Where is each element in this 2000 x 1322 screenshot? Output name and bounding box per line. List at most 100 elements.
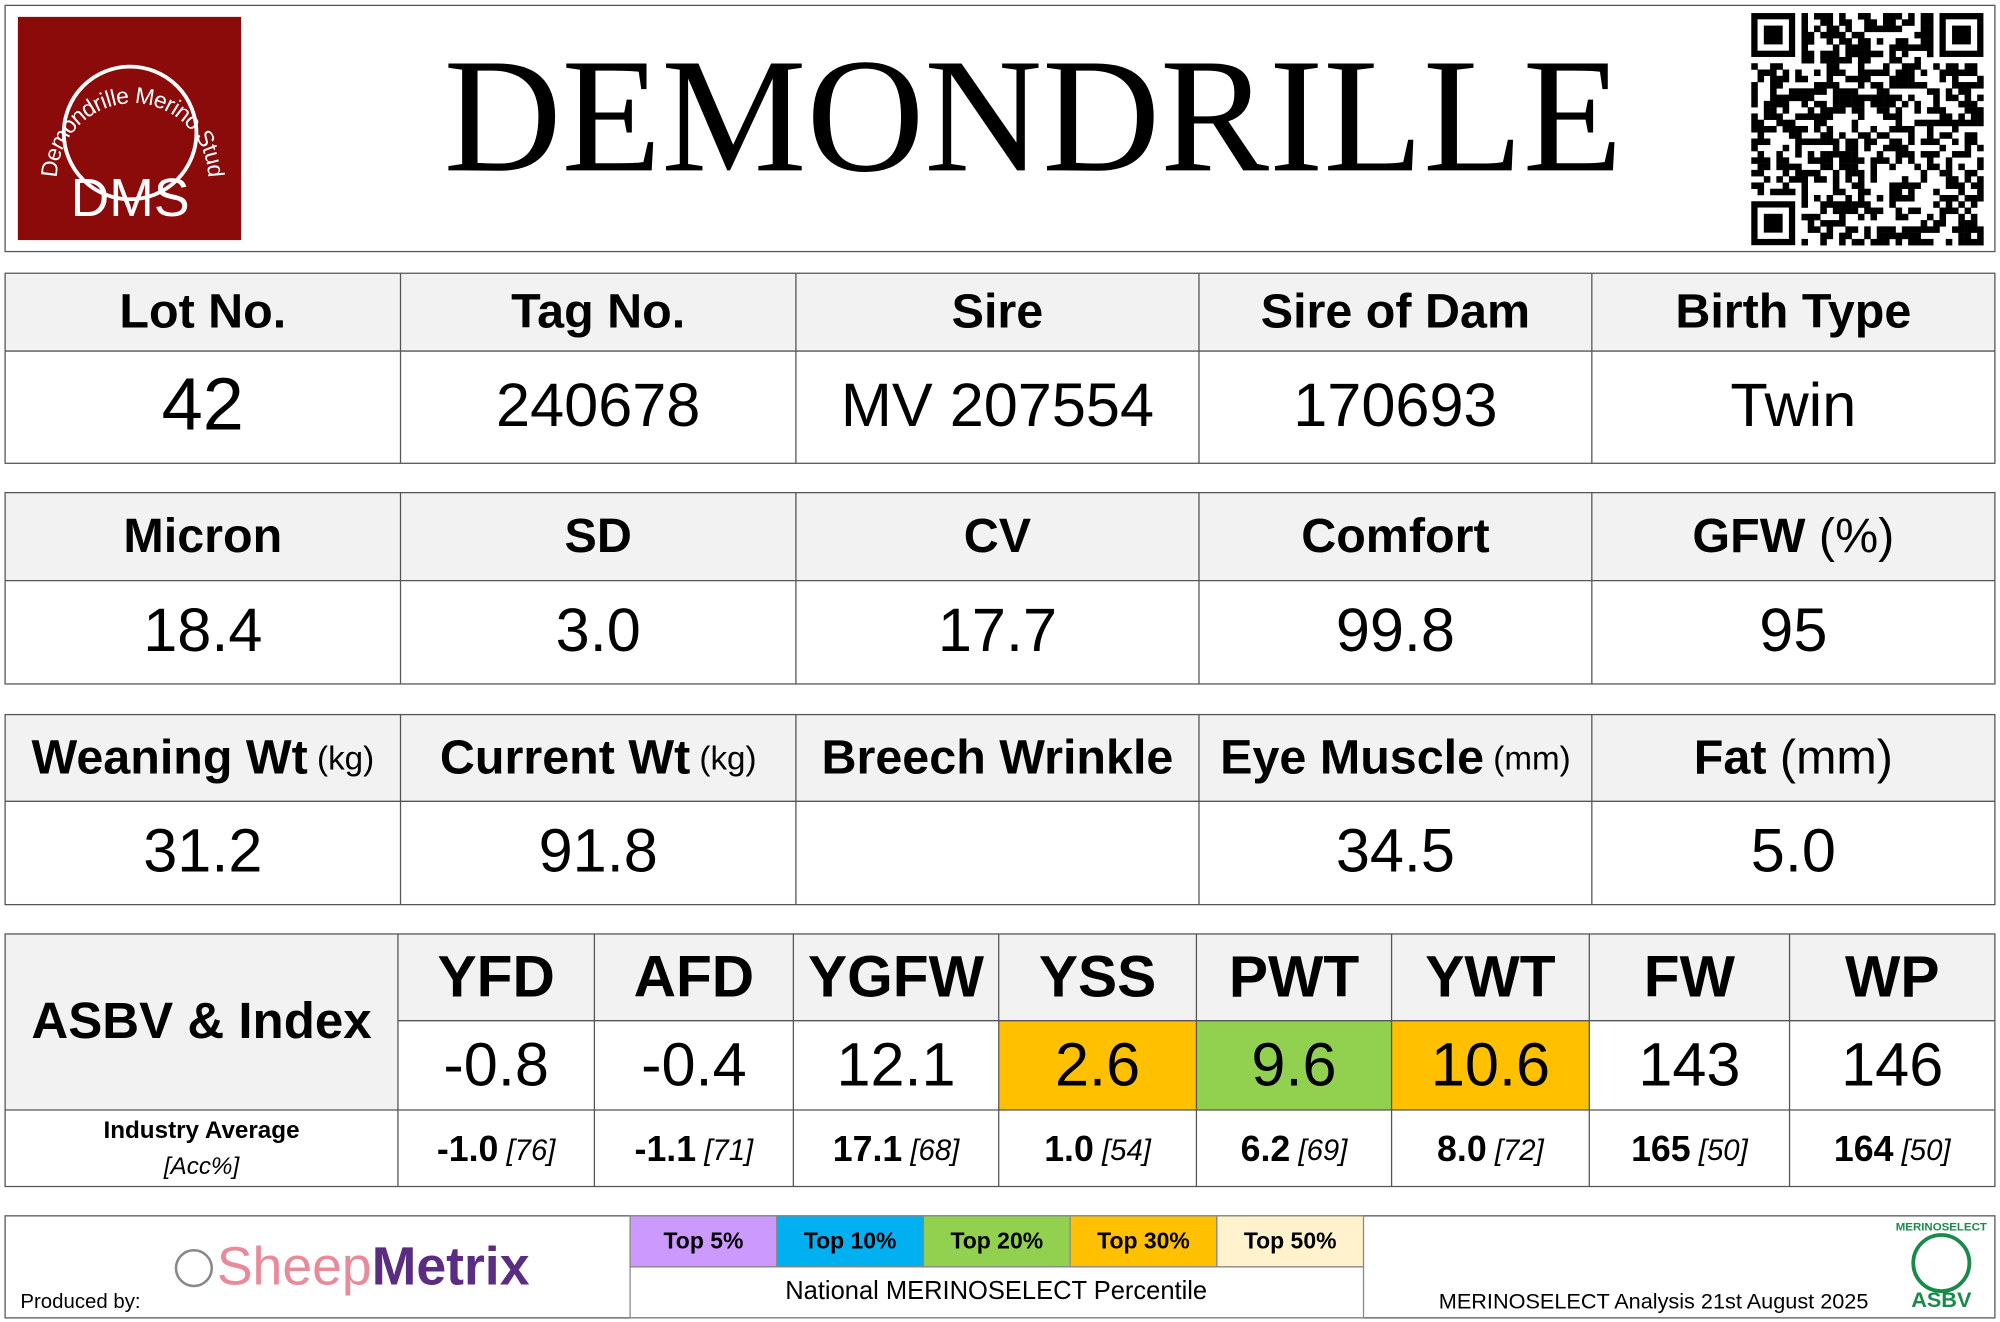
header-unit: (mm) <box>1484 740 1571 777</box>
column-header: Comfort <box>1301 509 1489 563</box>
qr-module <box>1977 238 1984 246</box>
industry-accuracy: [68] <box>902 1134 960 1167</box>
qr-module <box>1770 100 1777 108</box>
qr-module <box>1782 125 1790 133</box>
qr-module <box>1901 69 1909 77</box>
qr-module <box>1970 69 1978 77</box>
qr-module <box>1952 82 1959 89</box>
qr-module <box>1782 75 1790 83</box>
qr-module <box>1977 232 1984 240</box>
qr-module <box>1820 138 1827 146</box>
qr-module <box>1776 157 1783 164</box>
qr-module <box>1977 119 1984 127</box>
qr-module <box>1920 25 1928 33</box>
qr-module <box>1814 113 1821 120</box>
qr-module <box>1933 119 1940 127</box>
industry-label: Industry Average <box>103 1117 299 1144</box>
qr-module <box>1883 63 1890 70</box>
industry-value: -1.1 [71] <box>635 1130 754 1170</box>
qr-module <box>1889 94 1896 102</box>
qr-module <box>1845 232 1852 240</box>
qr-module <box>1832 44 1840 51</box>
qr-module <box>1945 182 1953 189</box>
qr-module <box>1864 232 1871 240</box>
qr-module <box>1883 94 1890 102</box>
column-header: Lot No. <box>119 284 286 338</box>
qr-module <box>1807 226 1815 233</box>
qr-module <box>1839 201 1846 208</box>
qr-module <box>1908 132 1915 139</box>
qr-module <box>1820 176 1827 183</box>
industry-accuracy: [50] <box>1893 1134 1951 1167</box>
qr-module <box>1908 232 1915 240</box>
qr-module <box>1857 238 1865 246</box>
qr-module <box>1889 75 1896 83</box>
qr-module <box>1845 100 1852 108</box>
qr-module <box>1895 232 1903 240</box>
qr-module <box>1826 19 1834 26</box>
qr-module <box>1977 144 1984 152</box>
qr-module <box>1807 113 1815 120</box>
qr-module <box>1839 13 1846 20</box>
cell-value: 170693 <box>1293 371 1497 439</box>
industry-accuracy: [71] <box>696 1134 754 1167</box>
qr-module <box>1895 69 1903 77</box>
header-label: Comfort <box>1301 509 1489 563</box>
qr-module <box>1851 107 1859 114</box>
qr-module <box>1851 169 1859 177</box>
qr-module <box>1795 169 1802 177</box>
industry-value: 164 [50] <box>1834 1130 1951 1170</box>
qr-module <box>1964 151 1972 158</box>
qr-module <box>1795 151 1802 158</box>
percentile-highlight <box>998 1020 1197 1110</box>
column-header: Sire of Dam <box>1261 284 1530 338</box>
qr-module <box>1845 38 1852 45</box>
qr-module <box>1952 176 1959 183</box>
header-row <box>5 492 1995 581</box>
qr-module <box>1801 201 1808 208</box>
qr-module <box>1958 226 1965 233</box>
qr-module <box>1889 50 1896 58</box>
qr-module <box>1801 113 1808 120</box>
qr-module <box>1820 163 1827 171</box>
qr-module <box>1832 25 1840 33</box>
qr-module <box>1920 31 1928 39</box>
cell-value: MV 207554 <box>841 371 1154 439</box>
qr-module <box>1839 107 1846 114</box>
accuracy-label: [Acc%] <box>163 1153 241 1180</box>
title: DEMONDRILLE <box>444 26 1623 206</box>
qr-module <box>1914 56 1921 64</box>
qr-module <box>1889 201 1896 208</box>
qr-module <box>1952 194 1959 202</box>
qr-module <box>1926 88 1934 95</box>
qr-module <box>1826 107 1834 114</box>
qr-module <box>1839 188 1846 196</box>
brand-metrix: Metrix <box>372 1238 530 1297</box>
qr-module <box>1782 163 1790 171</box>
qr-module <box>1933 220 1940 227</box>
qr-module <box>1939 169 1947 177</box>
qr-module <box>1770 88 1777 95</box>
qr-module <box>1920 19 1928 26</box>
qr-module <box>1945 176 1953 183</box>
qr-module <box>1864 56 1871 64</box>
qr-module <box>1782 169 1790 177</box>
legend-title: National MERINOSELECT Percentile <box>785 1277 1207 1305</box>
qr-module <box>1845 176 1852 183</box>
qr-module <box>1801 194 1808 202</box>
qr-module <box>1895 107 1903 114</box>
qr-module <box>1820 19 1827 26</box>
qr-module <box>1763 157 1771 164</box>
qr-module <box>1883 132 1890 139</box>
qr-module <box>1826 226 1834 233</box>
cell-value: 17.7 <box>938 596 1057 664</box>
legend-swatch <box>922 1215 1071 1268</box>
qr-module <box>1770 125 1777 133</box>
qr-module <box>1814 138 1821 146</box>
qr-module <box>1883 19 1890 26</box>
qr-module <box>1839 38 1846 45</box>
qr-module <box>1970 132 1978 139</box>
qr-module <box>1757 138 1765 146</box>
qr-module <box>1814 69 1821 77</box>
qr-module <box>1870 69 1878 77</box>
